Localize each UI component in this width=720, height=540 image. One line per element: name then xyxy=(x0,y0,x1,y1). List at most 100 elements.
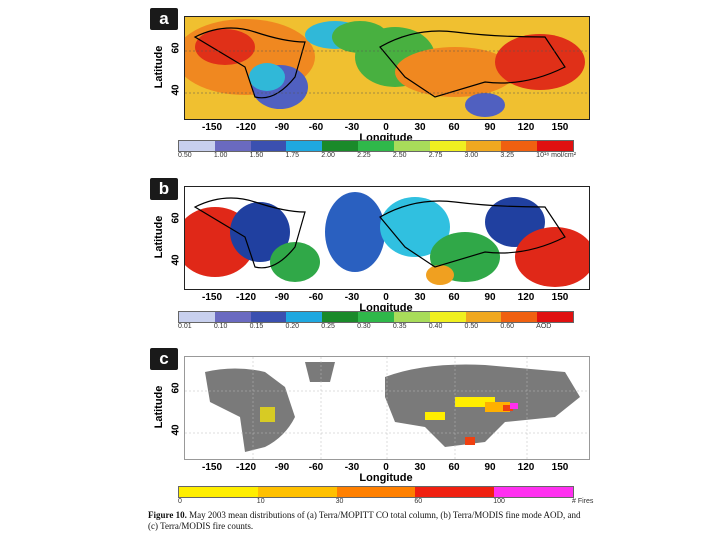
coastline xyxy=(193,27,306,99)
coastline xyxy=(193,197,306,269)
land-north-america xyxy=(205,368,295,452)
coastline xyxy=(379,30,566,98)
colorbar-swatch xyxy=(286,141,323,151)
colorbar-swatch xyxy=(257,487,337,497)
gridlines xyxy=(185,357,589,459)
colorbar-swatch xyxy=(179,141,215,151)
map-region xyxy=(270,242,320,282)
map-region xyxy=(495,34,585,90)
gridlines xyxy=(185,50,589,94)
colorbar-tick-label: 1.00 xyxy=(213,152,228,159)
map-region xyxy=(195,29,255,65)
colorbar-swatch xyxy=(179,487,258,497)
colorbar-swatch xyxy=(465,312,502,322)
colorbar-swatch xyxy=(322,312,359,322)
colorbar-a-labels: 0.50 1.00 1.50 1.75 2.00 2.25 2.50 2.75 3.00 3.25… xyxy=(178,152,598,162)
panel-letter: b xyxy=(150,178,178,200)
colorbar-swatch xyxy=(322,141,359,151)
colorbar-tick-label: 0.15 xyxy=(249,323,264,330)
colorbar-swatch xyxy=(537,312,573,322)
map-region xyxy=(325,192,385,272)
colorbar-swatch xyxy=(494,487,573,497)
colorbar-tick-label: 1.75 xyxy=(285,152,300,159)
y-axis-label: Latitude xyxy=(153,215,165,259)
y-tick: 40 xyxy=(170,84,182,96)
colorbar-swatch xyxy=(214,312,251,322)
panel-a: a Latitude 60 40 -150 -120 -90 -60 -30 xyxy=(150,8,590,168)
colorbar-swatch xyxy=(415,487,495,497)
colorbar-swatch xyxy=(393,141,430,151)
y-axis-label: Latitude xyxy=(153,385,165,429)
colorbar-tick-label: 0.60 xyxy=(500,323,514,330)
colorbar-tick-label: 10 xyxy=(256,498,265,505)
colorbar-swatch xyxy=(286,312,323,322)
map-region xyxy=(230,202,290,262)
colorbar-b xyxy=(178,311,574,323)
caption-label: Figure 10. xyxy=(148,510,187,520)
colorbar-unit: # Fires xyxy=(572,498,594,505)
colorbar-tick-label: 0.40 xyxy=(428,323,443,330)
colorbar-tick-label: 0.01 xyxy=(178,323,192,330)
colorbar-swatch xyxy=(336,487,416,497)
panel-letter: a xyxy=(150,8,178,30)
colorbar-tick-label: 3.25 xyxy=(500,152,514,159)
colorbar-c xyxy=(178,486,574,498)
map-region xyxy=(395,47,515,97)
colorbar-swatch xyxy=(429,141,466,151)
colorbar-tick-label: 1.50 xyxy=(249,152,264,159)
colorbar-tick-label: 2.75 xyxy=(428,152,443,159)
colorbar-swatch xyxy=(537,141,573,151)
colorbar-tick-label: 2.50 xyxy=(392,152,407,159)
colorbar-c-labels: 0 10 30 60 100 # Fires xyxy=(178,498,598,508)
x-ticks: -150 -120 -90 -60 -30 0 30 60 90 120 150 xyxy=(201,122,569,133)
colorbar-swatch xyxy=(250,312,287,322)
fire-map xyxy=(184,356,590,460)
colorbar-swatch xyxy=(179,312,215,322)
map-region xyxy=(426,265,454,285)
x-ticks: -150 -120 -90 -60 -30 0 30 60 90 120 150 xyxy=(201,462,569,473)
y-tick: 60 xyxy=(170,42,182,54)
y-tick: 40 xyxy=(170,424,182,436)
colorbar-tick-label: 100 xyxy=(493,498,505,505)
colorbar-swatch xyxy=(501,312,538,322)
colorbar-tick-label: 3.00 xyxy=(464,152,479,159)
colorbar-swatch xyxy=(214,141,251,151)
colorbar-tick-label: 0.30 xyxy=(357,323,371,330)
colorbar-swatch xyxy=(358,141,394,151)
land-greenland xyxy=(305,362,335,382)
x-axis-label: Longitude xyxy=(359,472,413,484)
colorbar-tick-label: 30 xyxy=(335,498,344,505)
colorbar-tick-label: 0.50 xyxy=(178,152,192,159)
colorbar-tick-label: 0.35 xyxy=(392,323,407,330)
panel-letter: c xyxy=(150,348,178,370)
y-tick: 60 xyxy=(170,382,182,394)
colorbar-a xyxy=(178,140,574,152)
map-region xyxy=(380,197,450,257)
figure-caption: Figure 10. May 2003 mean distributions o… xyxy=(148,510,588,532)
colorbar-tick-label: 0 xyxy=(178,498,182,505)
map-region xyxy=(249,63,285,91)
colorbar-swatch xyxy=(465,141,502,151)
y-tick: 40 xyxy=(170,254,182,266)
panel-b: b Latitude 60 40 -150 -120 -90 -60 -30 0… xyxy=(150,178,590,338)
colorbar-swatch xyxy=(358,312,394,322)
colorbar-unit: 10¹⁸ mol/cm² xyxy=(536,152,577,159)
colorbar-b-labels: 0.01 0.10 0.15 0.20 0.25 0.30 0.35 0.40 0.50 0.60… xyxy=(178,323,598,333)
colorbar-swatch xyxy=(393,312,430,322)
map-region xyxy=(465,93,505,117)
colorbar-tick-label: 0.50 xyxy=(464,323,479,330)
colorbar-swatch xyxy=(250,141,287,151)
coastline xyxy=(379,200,566,268)
colorbar-swatch xyxy=(429,312,466,322)
co-map xyxy=(184,16,590,120)
colorbar-unit: AOD xyxy=(536,323,552,330)
x-ticks: -150 -120 -90 -60 -30 0 30 60 90 120 150 xyxy=(201,292,569,303)
colorbar-tick-label: 2.25 xyxy=(357,152,371,159)
colorbar-swatch xyxy=(501,141,538,151)
panel-c: c Latitude 60 40 xyxy=(150,348,590,508)
colorbar-tick-label: 60 xyxy=(414,498,423,505)
fire-points xyxy=(260,397,518,445)
colorbar-tick-label: 0.20 xyxy=(285,323,300,330)
y-tick: 60 xyxy=(170,212,182,224)
colorbar-tick-label: 0.25 xyxy=(321,323,335,330)
